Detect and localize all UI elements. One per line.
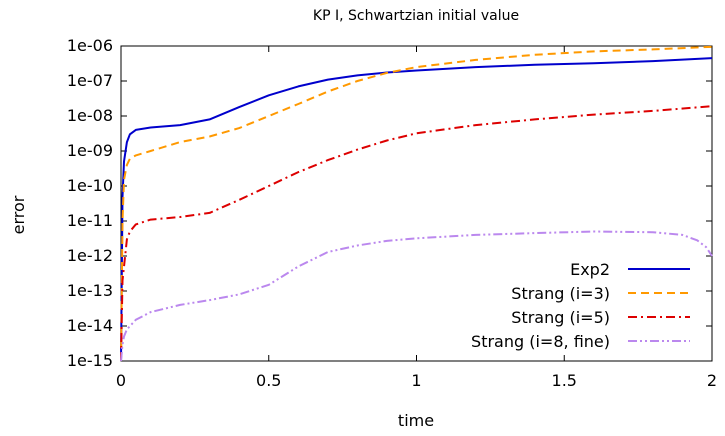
- x-tick-label: 1: [411, 371, 421, 390]
- y-tick-label: 1e-07: [67, 71, 113, 90]
- series-line-1: [120, 57, 713, 362]
- y-axis-label: error: [9, 195, 28, 234]
- series-line-2: [120, 45, 713, 362]
- legend: Exp2 Strang (i=3) Strang (i=5) Strang (i=8,…: [471, 260, 690, 351]
- x-tick-label: 1.5: [552, 371, 577, 390]
- y-tick-label: 1e-12: [67, 246, 113, 265]
- legend-label: Exp2: [570, 260, 610, 279]
- y-tick-label: 1e-10: [67, 176, 113, 195]
- axes: 0 0.5 1 1.5 2 1e-15 1e-14 1e-13 1e-12 1e-11 1e-10 1…: [67, 36, 717, 390]
- x-tick-label: 2: [707, 371, 717, 390]
- series-line-3: [120, 105, 713, 362]
- chart-title: KP I, Schwartzian initial value: [313, 8, 519, 24]
- legend-label: Strang (i=5): [511, 308, 610, 327]
- y-tick-label: 1e-08: [67, 106, 113, 125]
- series-line-4: [120, 230, 713, 362]
- legend-label: Strang (i=8, fine): [471, 332, 610, 351]
- y-tick-label: 1e-09: [67, 141, 113, 160]
- y-tick-label: 1e-14: [67, 316, 113, 335]
- y-tick-label: 1e-06: [67, 36, 113, 55]
- x-axis-label: time: [398, 411, 434, 430]
- y-tick-label: 1e-13: [67, 281, 113, 300]
- x-tick-label: 0: [116, 371, 126, 390]
- plot-frame: [120, 45, 713, 362]
- y-tick-label: 1e-11: [67, 211, 113, 230]
- y-tick-label: 1e-15: [67, 351, 113, 370]
- series-lines: [120, 45, 713, 362]
- x-tick-label: 0.5: [256, 371, 281, 390]
- legend-label: Strang (i=3): [511, 284, 610, 303]
